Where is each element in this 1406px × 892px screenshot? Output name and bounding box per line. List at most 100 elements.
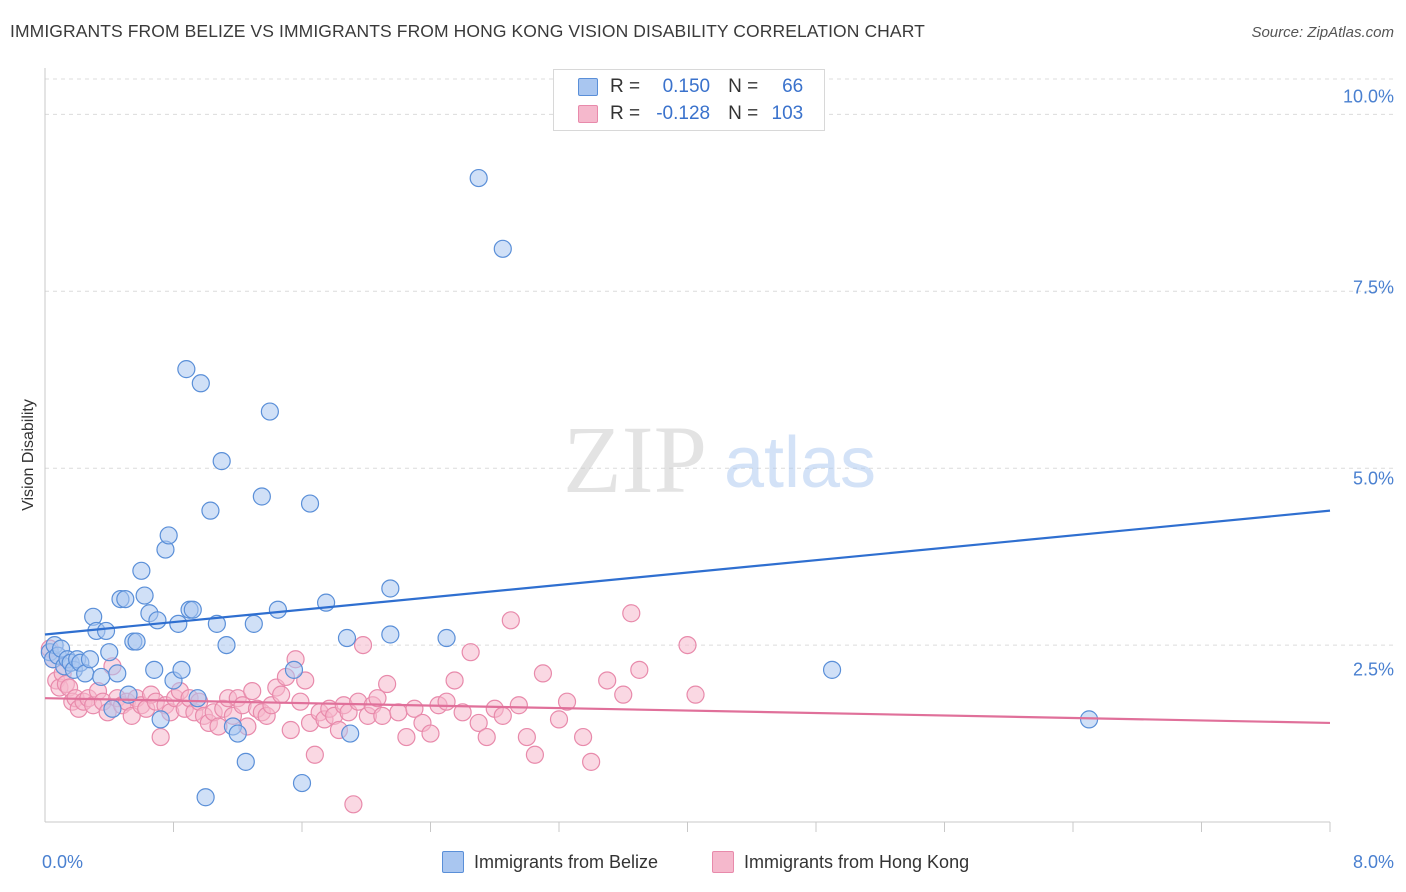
source-label: Source: ZipAtlas.com	[1251, 24, 1394, 41]
hong-kong-point	[517, 727, 536, 747]
belize-point	[127, 632, 146, 651]
belize-point	[244, 614, 263, 633]
belize-point	[132, 561, 151, 580]
grid-layer	[45, 78, 1395, 646]
belize-point	[177, 360, 196, 379]
x-tick-label-max: 8.0%	[1352, 852, 1394, 872]
n-value: 103	[771, 103, 804, 124]
legend-item-belize[interactable]: Immigrants from Belize	[442, 851, 658, 873]
hong-kong-legend-label: Immigrants from Hong Kong	[744, 851, 970, 872]
belize-point	[822, 660, 842, 679]
belize-point	[284, 660, 304, 679]
chart-title: IMMIGRANTS FROM BELIZE VS IMMIGRANTS FRO…	[10, 21, 925, 41]
belize-point	[100, 643, 119, 662]
r-label: R =	[610, 103, 641, 124]
belize-point	[437, 628, 456, 648]
belize-point	[196, 788, 215, 807]
hong-kong-point	[373, 706, 392, 725]
belize-point	[159, 526, 178, 545]
belize-point	[228, 724, 247, 743]
hong-kong-swatch	[578, 105, 598, 123]
belize-point	[300, 494, 320, 513]
belize-point	[183, 600, 202, 619]
hong-kong-point	[533, 664, 553, 683]
belize-point	[207, 614, 226, 633]
belize-point	[381, 625, 400, 644]
hong-kong-point	[469, 713, 488, 733]
belize-point	[108, 664, 127, 683]
belize-point	[116, 589, 135, 609]
hong-kong-point	[389, 703, 408, 722]
hong-kong-point	[598, 671, 617, 690]
hong-kong-point	[445, 671, 464, 690]
y-tick-label: 7.5%	[1352, 277, 1394, 298]
hong-kong-point	[378, 674, 397, 694]
trend-layer	[44, 509, 1331, 725]
belize-point	[191, 374, 210, 393]
belize-point	[260, 402, 279, 421]
belize-point	[381, 579, 400, 598]
hong-kong-point	[557, 692, 577, 711]
belize-point	[212, 452, 231, 471]
r-label: R =	[610, 76, 641, 97]
y-tick-label: 5.0%	[1352, 468, 1394, 489]
r-value: 0.150	[662, 76, 711, 97]
hong-kong-point	[243, 681, 262, 701]
y-axis-label: Vision Disability	[20, 399, 37, 511]
belize-point	[252, 487, 271, 506]
r-value: -0.128	[656, 103, 711, 124]
hong-kong-point	[686, 685, 705, 704]
hong-kong-point	[344, 795, 363, 814]
belize-point	[337, 628, 357, 648]
belize-point	[92, 667, 111, 687]
legend-row-belize: R = 0.150 N = 66	[578, 75, 803, 99]
hong-kong-point	[397, 727, 416, 747]
hong-kong-point	[151, 727, 170, 747]
belize-point	[172, 660, 191, 679]
hong-kong-point	[437, 692, 456, 711]
hong-kong-point	[296, 671, 315, 690]
belize-trend-line	[44, 509, 1331, 636]
belize-point	[493, 239, 512, 258]
belize-point	[148, 611, 167, 630]
hong-kong-point	[630, 660, 649, 679]
belize-point	[201, 501, 220, 520]
legend-item-hong-kong[interactable]: Immigrants from Hong Kong	[712, 851, 969, 873]
y-tick-label: 2.5%	[1352, 659, 1394, 680]
belize-point	[169, 614, 188, 633]
hong-kong-point	[461, 643, 480, 662]
hong-kong-point	[453, 703, 472, 722]
hong-kong-point	[678, 635, 697, 655]
hong-kong-point	[614, 685, 633, 704]
hong-kong-point	[281, 720, 300, 740]
belize-point	[145, 660, 164, 679]
n-value: 66	[782, 76, 804, 97]
hong-kong-point	[368, 689, 387, 708]
n-label: N =	[728, 76, 759, 97]
watermark-zip: ZIP	[563, 406, 707, 513]
hong-kong-point	[525, 745, 545, 764]
hong-kong-point	[549, 710, 569, 729]
axis-layer	[44, 68, 1331, 832]
hong-kong-point	[582, 752, 601, 771]
hong-kong-point	[501, 611, 520, 630]
x-tick-label-min: 0.0%	[42, 852, 84, 872]
hong-kong-point	[493, 706, 512, 725]
belize-point	[96, 621, 116, 641]
hong-kong-point	[509, 696, 528, 715]
hong-kong-point	[305, 745, 324, 764]
hong-kong-trend-line	[44, 697, 1331, 725]
belize-point	[341, 724, 360, 743]
hong-kong-point	[353, 635, 373, 655]
correlation-legend: R = 0.150 N = 66 R = -0.128 N = 103	[553, 69, 825, 131]
belize-point	[135, 586, 154, 605]
y-tick-label: 10.0%	[1342, 86, 1394, 107]
hong-kong-point	[272, 685, 291, 704]
hong-kong-legend-swatch	[712, 851, 734, 873]
belize-point	[103, 699, 122, 718]
belize-point	[268, 600, 288, 619]
belize-point	[469, 168, 488, 188]
n-label: N =	[728, 103, 759, 124]
belize-swatch	[578, 78, 598, 96]
